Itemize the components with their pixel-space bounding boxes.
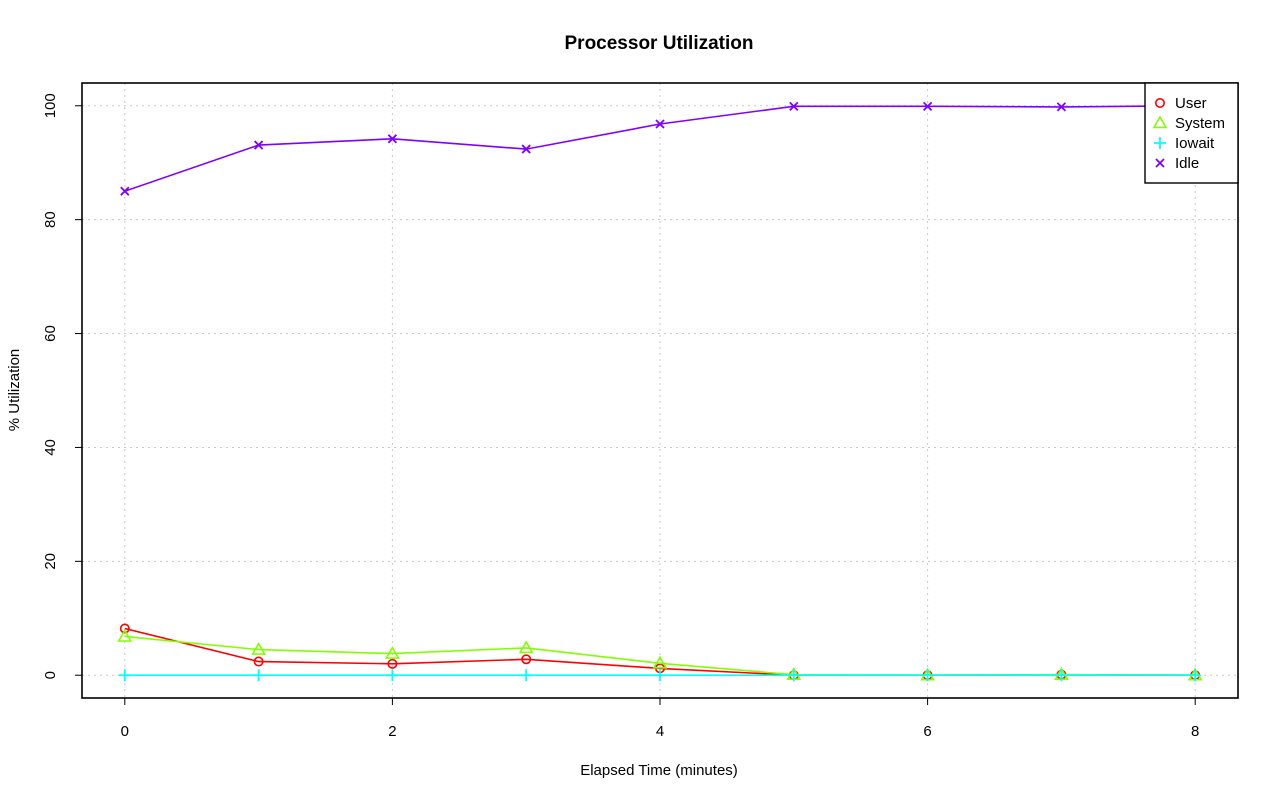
x-tick-label: 2 <box>388 723 396 740</box>
data-point-system <box>652 655 668 669</box>
y-axis-label: % Utilization <box>6 349 23 432</box>
legend-label-iowait: Iowait <box>1175 135 1215 152</box>
data-point-idle <box>789 101 799 111</box>
y-tick-label: 80 <box>42 211 59 228</box>
data-point-idle <box>120 186 130 196</box>
y-tick-label: 40 <box>42 439 59 456</box>
data-point-idle <box>655 119 665 129</box>
y-tick-label: 100 <box>42 93 59 118</box>
data-point-iowait <box>1189 669 1202 682</box>
data-point-iowait <box>118 669 131 682</box>
x-axis-label: Elapsed Time (minutes) <box>580 762 738 779</box>
legend-label-system: System <box>1175 115 1225 132</box>
data-point-iowait <box>520 669 533 682</box>
y-tick-label: 20 <box>42 553 59 570</box>
legend-box <box>1144 82 1239 184</box>
x-tick-label: 0 <box>121 723 129 740</box>
data-point-iowait <box>921 669 934 682</box>
data-point-system <box>251 641 266 655</box>
data-point-system <box>518 640 534 654</box>
chart-title: Processor Utilization <box>565 33 754 54</box>
grid-lines <box>82 83 1238 698</box>
x-tick-label: 6 <box>923 723 931 740</box>
y-tick-label: 60 <box>42 325 59 342</box>
data-point-idle <box>521 144 531 154</box>
data-point-idle <box>253 140 264 150</box>
x-tick-label: 4 <box>656 723 664 740</box>
data-point-system <box>117 628 133 642</box>
x-tick-label: 8 <box>1191 723 1199 740</box>
data-point-iowait <box>1055 669 1068 682</box>
data-point-idle <box>922 101 933 111</box>
legend-marker-idle <box>1155 158 1165 168</box>
legend-marker-iowait <box>1154 137 1166 149</box>
data-point-user <box>253 656 264 667</box>
data-point-iowait <box>787 669 800 682</box>
series-iowait <box>118 669 1202 682</box>
series-line-idle <box>124 105 1196 192</box>
series-idle <box>120 101 1200 196</box>
data-point-user <box>521 654 532 665</box>
y-tick-label: 0 <box>42 671 59 679</box>
data-point-system <box>385 645 400 659</box>
data-point-iowait <box>386 669 399 682</box>
legend-marker-user <box>1155 98 1166 109</box>
legend-marker-system <box>1152 115 1168 129</box>
data-point-iowait <box>654 669 666 682</box>
data-point-idle <box>387 134 398 144</box>
plot-series <box>117 101 1203 682</box>
data-point-user <box>119 623 130 634</box>
legend-label-idle: Idle <box>1175 155 1199 172</box>
data-point-iowait <box>252 669 265 682</box>
data-point-idle <box>1056 102 1067 112</box>
data-point-user <box>387 658 398 669</box>
legend-label-user: User <box>1175 95 1207 112</box>
legend: User System Iowait Idle <box>1144 82 1239 184</box>
plot-frame <box>81 82 1239 699</box>
